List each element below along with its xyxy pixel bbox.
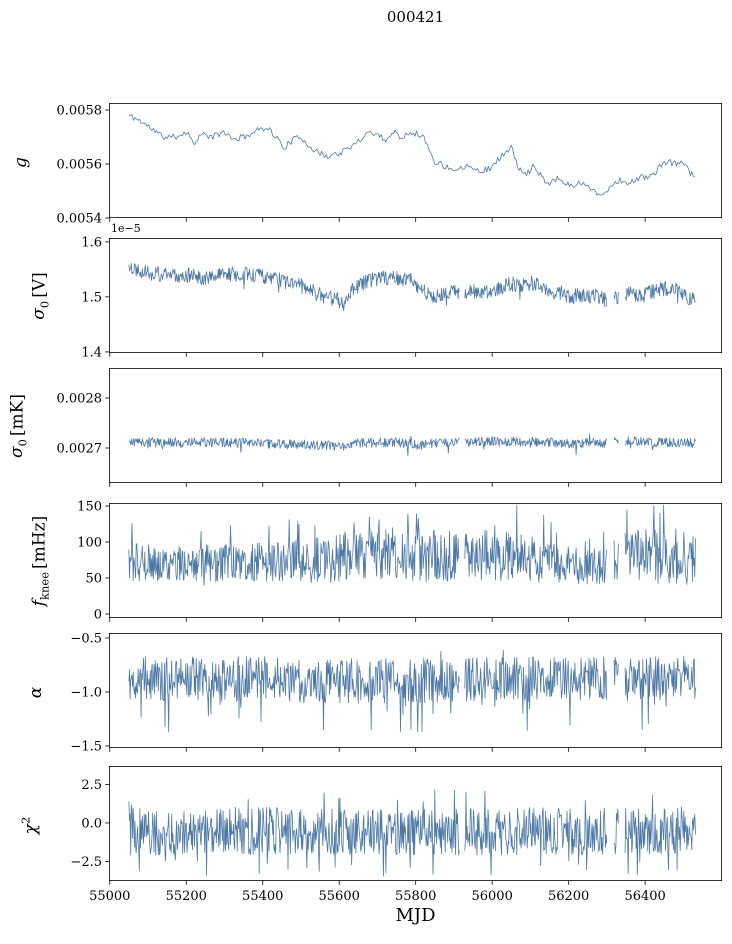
ylabel-sigma0-mk: σ0 [mK] — [4, 393, 29, 457]
svg-text:150: 150 — [77, 500, 102, 515]
subplot-sigma0-v: 1.4 1.5 1.6 — [81, 235, 723, 360]
subplot-chi2: −2.5 0.0 2.5 55000 55200 55400 55600 55800 56000… — [70, 766, 723, 904]
svg-text:−0.5: −0.5 — [70, 631, 102, 646]
subplot-alpha: −1.5 −1.0 −0.5 — [70, 631, 723, 754]
ylabel-g-symbol: g — [11, 156, 32, 168]
svg-text:−2.5: −2.5 — [70, 855, 102, 870]
svg-text:1.6: 1.6 — [81, 235, 102, 250]
ylabel-chi2-sup: 2 — [18, 816, 33, 824]
ylabel-chi2-symbol: χ — [21, 823, 42, 834]
ylabel-sigma0-v-unit: [V] — [29, 271, 50, 298]
subplot-sigma0-mk: 0.0027 0.0028 — [57, 368, 723, 487]
ylabel-sigma0-mk-unit: [mK] — [7, 393, 28, 436]
svg-text:0.0056: 0.0056 — [57, 158, 103, 173]
ylabel-alpha: α — [23, 683, 48, 697]
ylabel-sigma0-v-symbol: σ — [29, 307, 50, 320]
subplot-fknee: 0 50 100 150 — [77, 500, 723, 622]
svg-text:50: 50 — [85, 571, 102, 586]
ylabel-sigma0-mk-symbol: σ — [7, 445, 28, 458]
ylabel-fknee: fknee [mHz] — [26, 515, 51, 605]
figure-title: 000421 — [386, 8, 445, 26]
svg-text:55400: 55400 — [242, 889, 283, 904]
ylabel-sigma0-v: σ0 [V] — [26, 272, 51, 319]
svg-text:55000: 55000 — [89, 889, 130, 904]
svg-text:0.0027: 0.0027 — [57, 442, 103, 457]
svg-text:1.5: 1.5 — [81, 290, 102, 305]
x-axis-label: MJD — [395, 905, 436, 926]
ylabel-alpha-symbol: α — [26, 686, 47, 698]
ylabel-fknee-symbol: f — [29, 599, 50, 606]
svg-text:−1.0: −1.0 — [70, 685, 102, 700]
svg-text:55600: 55600 — [319, 889, 360, 904]
ylabel-g: g — [8, 154, 33, 168]
ylabel-chi2: χ2 — [18, 813, 43, 834]
ylabel-fknee-unit: [mHz] — [29, 515, 50, 569]
svg-text:0: 0 — [94, 607, 102, 622]
svg-text:55200: 55200 — [166, 889, 207, 904]
svg-text:−1.5: −1.5 — [70, 739, 102, 754]
ylabel-sigma0-mk-sub: 0 — [15, 438, 30, 446]
svg-text:0.0054: 0.0054 — [57, 212, 103, 227]
svg-text:56000: 56000 — [471, 889, 512, 904]
svg-text:56400: 56400 — [624, 889, 665, 904]
ylabel-sigma0-v-sub: 0 — [37, 300, 52, 308]
svg-text:0.0: 0.0 — [81, 816, 102, 831]
svg-text:55800: 55800 — [395, 889, 436, 904]
axis-offset-text: 1e−5 — [111, 222, 141, 235]
svg-text:0.0028: 0.0028 — [57, 392, 103, 407]
svg-text:100: 100 — [77, 536, 102, 551]
svg-text:1.4: 1.4 — [81, 345, 102, 360]
ylabel-fknee-sub: knee — [37, 571, 52, 600]
subplot-g: 0.0054 0.0056 0.0058 — [57, 103, 723, 227]
svg-text:0.0058: 0.0058 — [57, 104, 103, 119]
svg-text:56200: 56200 — [548, 889, 589, 904]
svg-text:2.5: 2.5 — [81, 778, 102, 793]
